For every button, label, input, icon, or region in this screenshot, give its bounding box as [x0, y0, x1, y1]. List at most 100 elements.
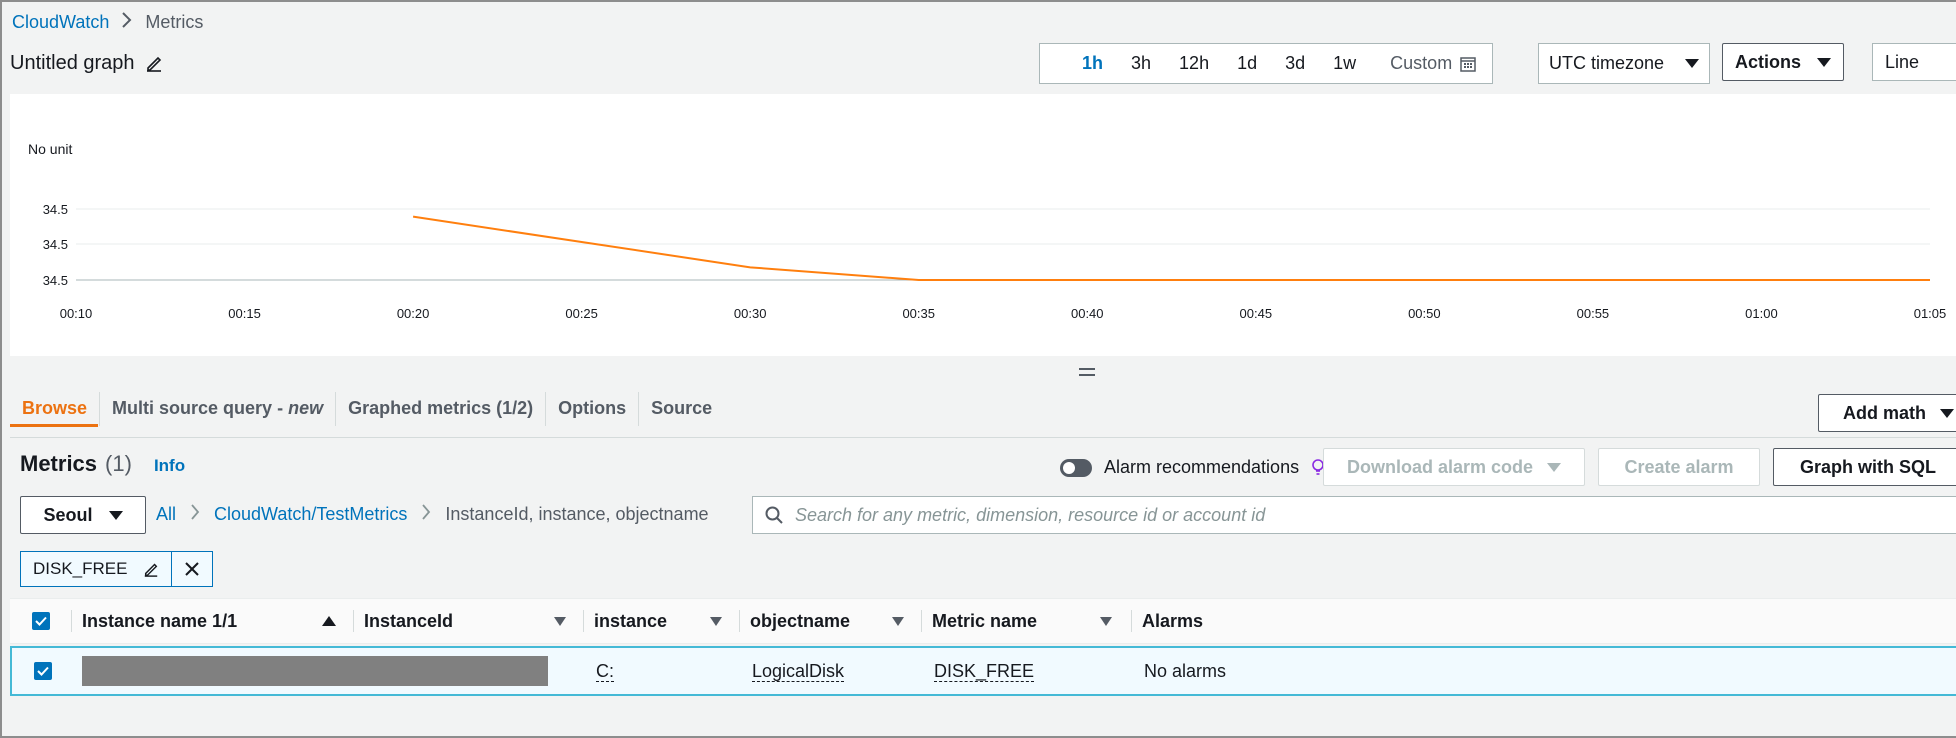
series-line	[412, 215, 1930, 281]
tab-browse-label: Browse	[22, 398, 88, 418]
select-all-cell	[10, 598, 72, 644]
col-instance[interactable]: instance	[584, 598, 740, 644]
time-range-3h[interactable]: 3h	[1131, 53, 1152, 73]
graph-with-sql-label: Graph with SQL	[1799, 456, 1936, 477]
x-tick-label: 00:45	[1240, 306, 1273, 321]
caret-down-icon	[1547, 462, 1562, 472]
filter-token-label-group[interactable]: DISK_FREE	[21, 552, 173, 586]
graph-title: Untitled graph	[10, 52, 135, 74]
y-axis-unit-label: No unit	[28, 141, 72, 157]
select-all-checkbox[interactable]	[32, 612, 50, 630]
timezone-select[interactable]: UTC timezone	[1538, 43, 1710, 84]
y-tick-label: 34.5	[43, 202, 68, 217]
sort-icon	[554, 616, 566, 626]
chevron-right-icon	[190, 504, 200, 525]
row-instance-value[interactable]: C:	[596, 660, 614, 682]
graph-title-group: Untitled graph	[10, 52, 165, 75]
metrics-title: Metrics	[20, 451, 98, 476]
path-namespace-link[interactable]: CloudWatch/TestMetrics	[214, 504, 408, 524]
y-tick-label: 34.5	[43, 273, 68, 288]
time-range-selector: 1h 3h 12h 1d 3d 1w Custom	[1039, 43, 1494, 84]
caret-down-icon	[1940, 408, 1954, 418]
row-select-cell	[12, 662, 74, 680]
chart-type-value: Line	[1885, 51, 1920, 72]
time-range-1w[interactable]: 1w	[1333, 53, 1357, 73]
metric-search-input[interactable]	[795, 504, 1795, 526]
tab-browse[interactable]: Browse	[10, 391, 101, 427]
col-instance-id[interactable]: InstanceId	[354, 598, 584, 644]
toggle-switch[interactable]	[1060, 458, 1092, 477]
metric-search-box	[752, 496, 1956, 534]
col-instance-name[interactable]: Instance name 1/1	[72, 598, 354, 644]
download-alarm-code-button[interactable]: Download alarm code	[1323, 448, 1585, 486]
redacted-instance-block	[82, 656, 548, 686]
tabs-bar: Browse Multi source query - new Graphed …	[10, 380, 1956, 438]
row-objectname-cell: LogicalDisk	[742, 660, 924, 682]
line-chart-svg: No unit 34.5 34.5 34.5 00:10 00:15 00:20 00:25 0…	[28, 141, 1947, 321]
edit-pencil-icon[interactable]	[145, 54, 165, 74]
chart-type-select[interactable]: Line	[1872, 43, 1956, 81]
caret-down-icon	[1817, 57, 1831, 67]
metrics-heading: Metrics (1) Info	[20, 451, 185, 477]
time-range-custom[interactable]: Custom	[1370, 53, 1492, 74]
x-tick-label: 00:25	[565, 306, 598, 321]
x-tick-label: 00:35	[902, 306, 935, 321]
metrics-count: (1)	[105, 451, 132, 476]
create-alarm-button[interactable]: Create alarm	[1598, 448, 1760, 486]
time-range-1h[interactable]: 1h	[1082, 53, 1104, 73]
table-row[interactable]: C: LogicalDisk DISK_FREE No alarms	[10, 646, 1956, 696]
close-icon	[185, 562, 200, 576]
actions-button[interactable]: Actions	[1722, 43, 1844, 81]
metric-chart: No unit 34.5 34.5 34.5 00:10 00:15 00:20 00:25 0…	[10, 94, 1956, 356]
timezone-value: UTC timezone	[1549, 53, 1665, 73]
edit-pencil-icon[interactable]	[143, 561, 159, 577]
row-metric-name-value[interactable]: DISK_FREE	[934, 660, 1035, 682]
resize-handle-icon[interactable]	[1078, 358, 1096, 384]
actions-label: Actions	[1734, 51, 1801, 72]
chevron-right-icon	[421, 504, 431, 525]
table-header: Instance name 1/1 InstanceId instance ob…	[10, 598, 1956, 644]
x-tick-label: 01:05	[1914, 306, 1947, 321]
tab-graphed-metrics[interactable]: Graphed metrics (1/2)	[336, 391, 547, 426]
x-tick-label: 01:00	[1745, 306, 1778, 321]
alarm-recommendations-toggle[interactable]: Alarm recommendations	[1060, 457, 1325, 478]
region-value: Seoul	[43, 504, 93, 525]
tab-multi-source-label: Multi source query -	[112, 398, 284, 418]
breadcrumb-current: Metrics	[145, 12, 204, 32]
graph-with-sql-button[interactable]: Graph with SQL	[1773, 448, 1956, 486]
tab-options[interactable]: Options	[546, 391, 640, 426]
sort-icon	[710, 616, 722, 626]
row-alarms-cell: No alarms	[1134, 661, 1434, 682]
col-alarms: Alarms	[1132, 598, 1432, 644]
time-range-1d[interactable]: 1d	[1237, 53, 1258, 73]
row-objectname-value[interactable]: LogicalDisk	[752, 660, 845, 682]
breadcrumb-cloudwatch-link[interactable]: CloudWatch	[12, 12, 110, 32]
x-tick-label: 00:15	[228, 306, 261, 321]
col-objectname[interactable]: objectname	[740, 598, 922, 644]
col-metric-name[interactable]: Metric name	[922, 598, 1132, 644]
filter-token: DISK_FREE	[20, 551, 214, 587]
region-select[interactable]: Seoul	[20, 496, 146, 534]
info-link[interactable]: Info	[153, 456, 186, 475]
tab-options-label: Options	[558, 398, 627, 418]
row-instance-cell: C:	[586, 660, 742, 682]
time-range-12h[interactable]: 12h	[1179, 53, 1210, 73]
row-checkbox[interactable]	[34, 662, 52, 680]
calendar-icon	[1460, 56, 1476, 72]
row-alarms-value: No alarms	[1144, 660, 1227, 681]
x-tick-label: 00:30	[734, 306, 767, 321]
x-tick-label: 00:20	[397, 306, 430, 321]
col-alarms-label: Alarms	[1142, 610, 1204, 631]
metrics-table: Instance name 1/1 InstanceId instance ob…	[10, 598, 1956, 696]
create-alarm-label: Create alarm	[1624, 456, 1734, 477]
time-range-3d[interactable]: 3d	[1285, 53, 1306, 73]
add-math-label: Add math	[1843, 402, 1926, 423]
tab-graphed-label: Graphed metrics (1/2)	[348, 398, 534, 418]
tab-new-badge: new	[288, 398, 324, 418]
add-math-button[interactable]: Add math	[1818, 394, 1956, 432]
tab-multi-source-query[interactable]: Multi source query - new	[100, 391, 337, 426]
path-all-link[interactable]: All	[156, 504, 177, 524]
remove-token-button[interactable]	[172, 552, 212, 586]
tab-source[interactable]: Source	[639, 392, 724, 426]
sort-ascending-icon	[322, 616, 336, 626]
